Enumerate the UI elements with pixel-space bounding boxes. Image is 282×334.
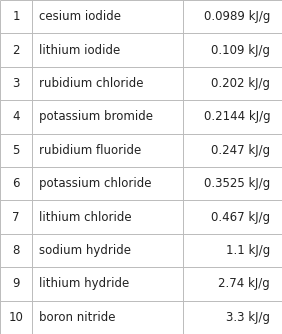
Text: boron nitride: boron nitride: [39, 311, 116, 324]
Text: lithium hydride: lithium hydride: [39, 278, 130, 290]
Text: cesium iodide: cesium iodide: [39, 10, 122, 23]
Text: lithium iodide: lithium iodide: [39, 44, 121, 56]
Text: 0.467 kJ/g: 0.467 kJ/g: [211, 211, 270, 223]
Text: 0.3525 kJ/g: 0.3525 kJ/g: [204, 177, 270, 190]
Text: rubidium fluoride: rubidium fluoride: [39, 144, 142, 157]
Text: 2: 2: [12, 44, 20, 56]
Text: 1: 1: [12, 10, 20, 23]
Text: 6: 6: [12, 177, 20, 190]
Text: 8: 8: [12, 244, 20, 257]
Text: 5: 5: [12, 144, 20, 157]
Text: 9: 9: [12, 278, 20, 290]
Text: potassium chloride: potassium chloride: [39, 177, 152, 190]
Text: 1.1 kJ/g: 1.1 kJ/g: [226, 244, 270, 257]
Text: 7: 7: [12, 211, 20, 223]
Text: 3.3 kJ/g: 3.3 kJ/g: [226, 311, 270, 324]
Text: 2.74 kJ/g: 2.74 kJ/g: [218, 278, 270, 290]
Text: 0.247 kJ/g: 0.247 kJ/g: [211, 144, 270, 157]
Text: sodium hydride: sodium hydride: [39, 244, 131, 257]
Text: 10: 10: [9, 311, 24, 324]
Text: 0.109 kJ/g: 0.109 kJ/g: [211, 44, 270, 56]
Text: lithium chloride: lithium chloride: [39, 211, 132, 223]
Text: 0.2144 kJ/g: 0.2144 kJ/g: [204, 111, 270, 123]
Text: potassium bromide: potassium bromide: [39, 111, 153, 123]
Text: 4: 4: [12, 111, 20, 123]
Text: rubidium chloride: rubidium chloride: [39, 77, 144, 90]
Text: 0.0989 kJ/g: 0.0989 kJ/g: [204, 10, 270, 23]
Text: 3: 3: [12, 77, 20, 90]
Text: 0.202 kJ/g: 0.202 kJ/g: [211, 77, 270, 90]
